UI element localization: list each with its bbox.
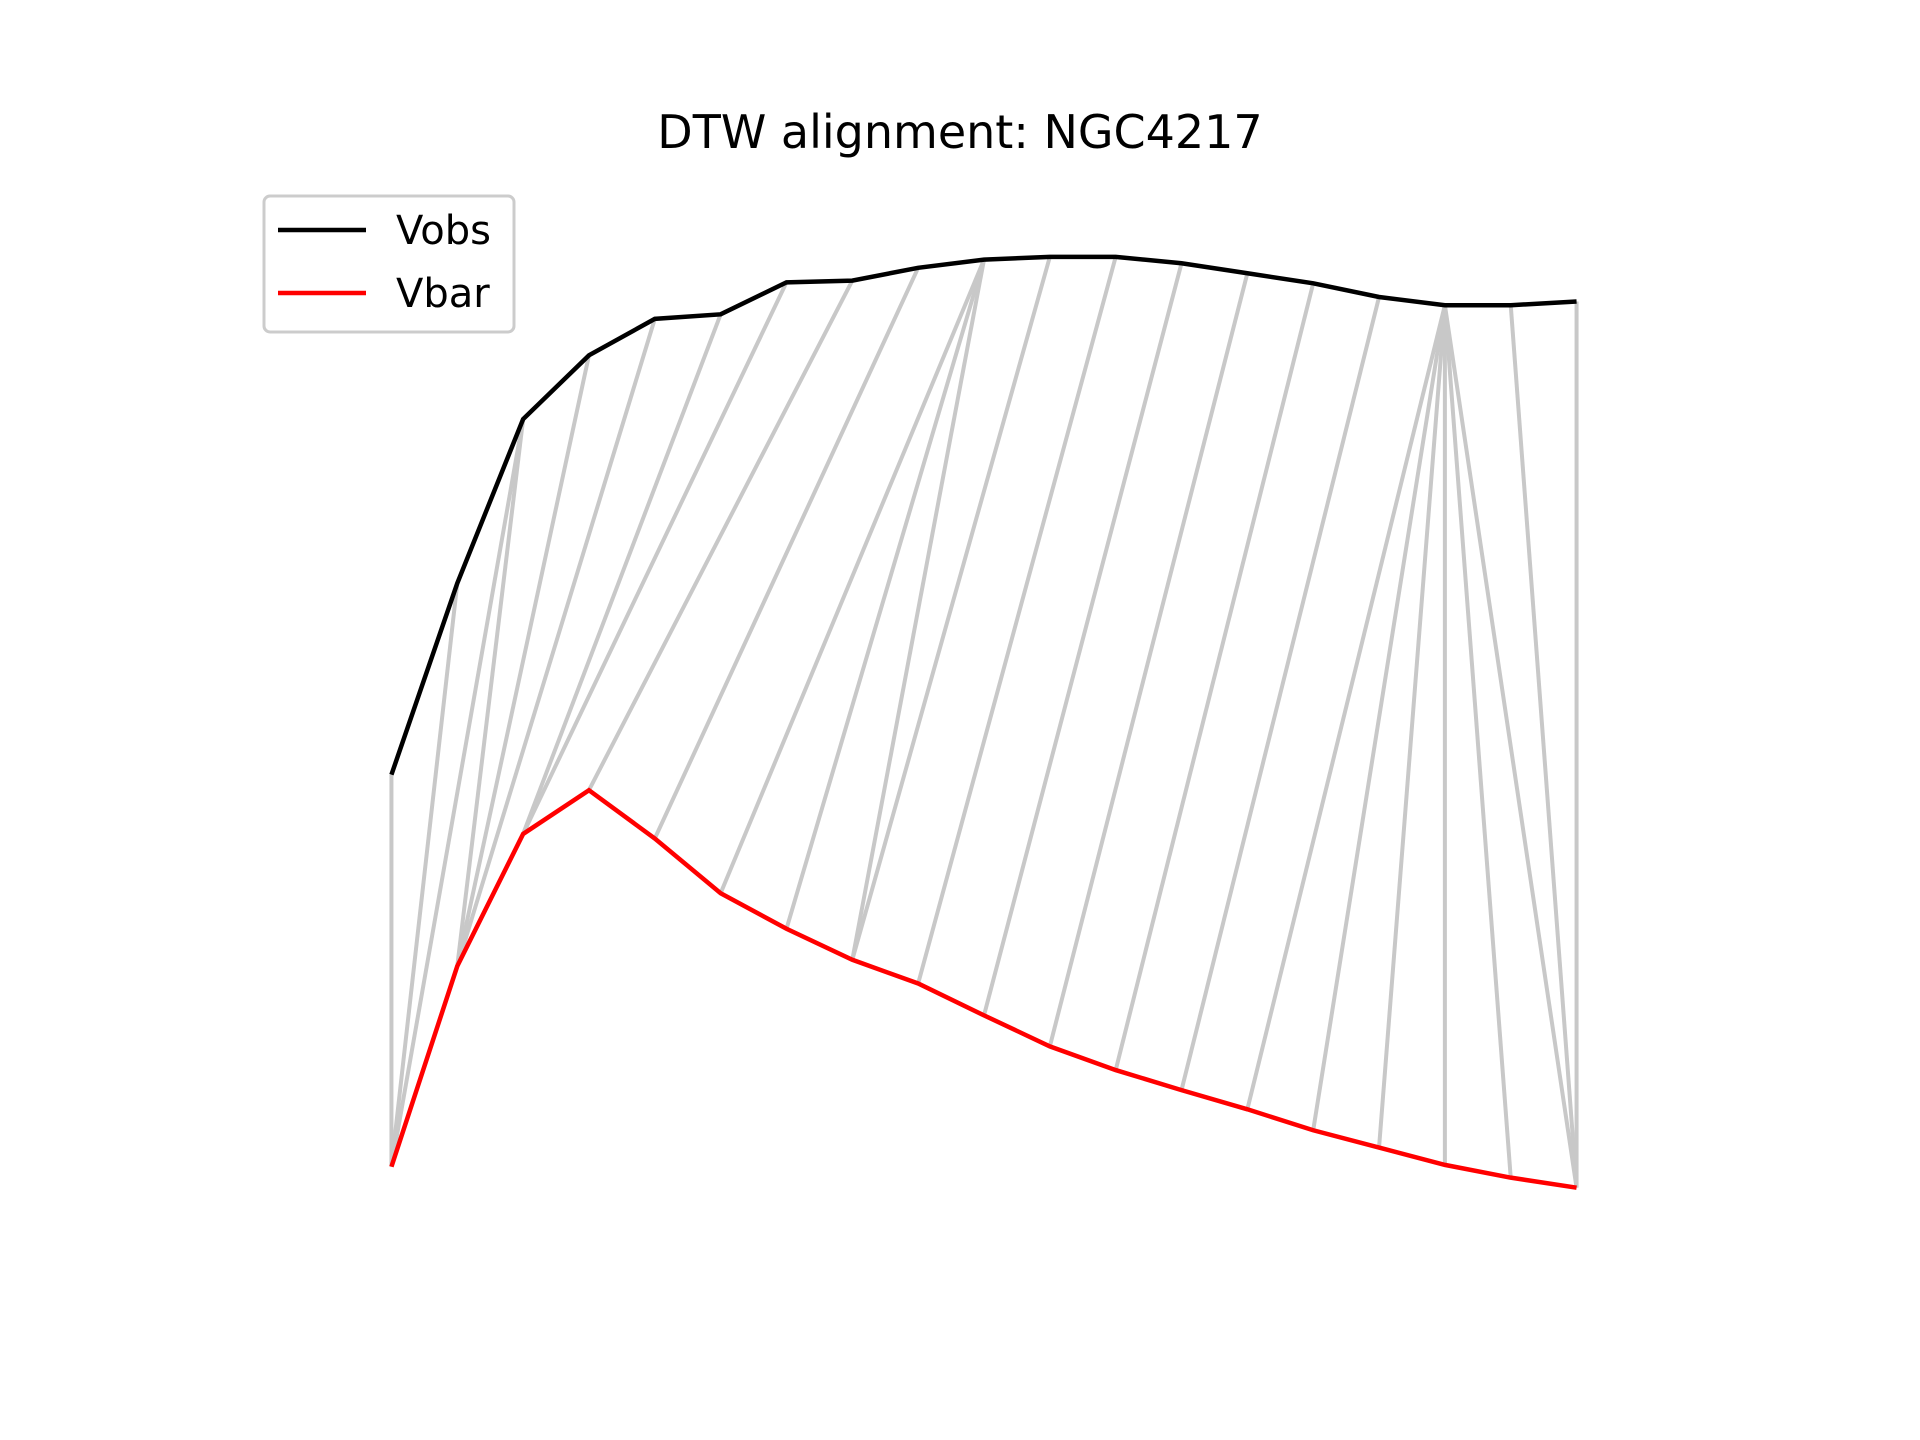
alignment-line [718, 258, 986, 894]
alignment-line [389, 418, 526, 1168]
alignment-line [982, 262, 1184, 1016]
alignment-line [455, 418, 526, 967]
alignment-line [455, 318, 657, 967]
alignment-line [652, 266, 920, 840]
alignment-line [1179, 296, 1381, 1091]
alignment-line [1377, 305, 1447, 1148]
alignment-line [389, 583, 460, 1167]
legend: Vobs Vbar [262, 194, 516, 334]
alignment-line [850, 259, 986, 961]
alignment-lines [389, 256, 1579, 1188]
legend-label-vbar: Vbar [396, 271, 490, 317]
alignment-line [1245, 304, 1447, 1110]
series-line-vobs [389, 254, 1577, 776]
alignment-line [521, 281, 789, 835]
alignment-line [1442, 304, 1579, 1188]
legend-label-vobs: Vobs [396, 208, 491, 254]
alignment-line [455, 354, 591, 967]
alignment-line [1442, 305, 1513, 1178]
alignment-line [784, 259, 986, 930]
alignment-line [1508, 305, 1579, 1188]
series-line-vbar [389, 787, 1577, 1190]
alignment-line [916, 256, 1118, 984]
alignment-line [1311, 304, 1447, 1131]
chart-title: DTW alignment: NGC4217 [657, 105, 1262, 159]
alignment-line [1047, 272, 1250, 1047]
alignment-line [850, 256, 1052, 961]
alignment-line [1113, 282, 1316, 1071]
alignment-line [587, 279, 855, 792]
alignment-line [521, 313, 723, 835]
series-lines [389, 254, 1577, 1190]
